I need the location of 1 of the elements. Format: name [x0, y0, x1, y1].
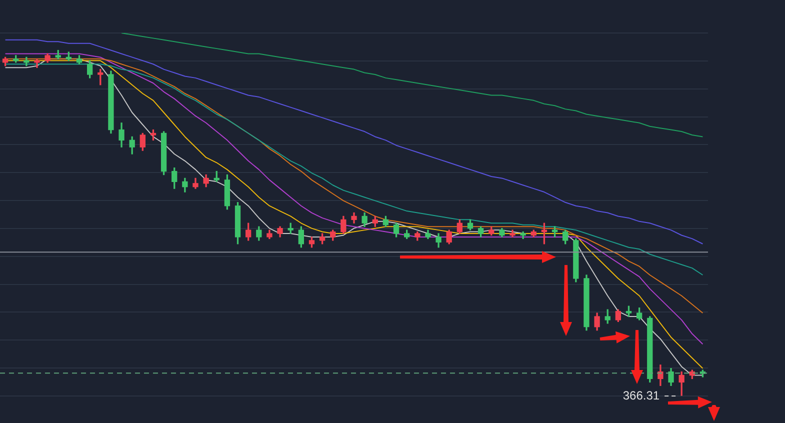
annotation: 366.31 — [622, 388, 660, 402]
